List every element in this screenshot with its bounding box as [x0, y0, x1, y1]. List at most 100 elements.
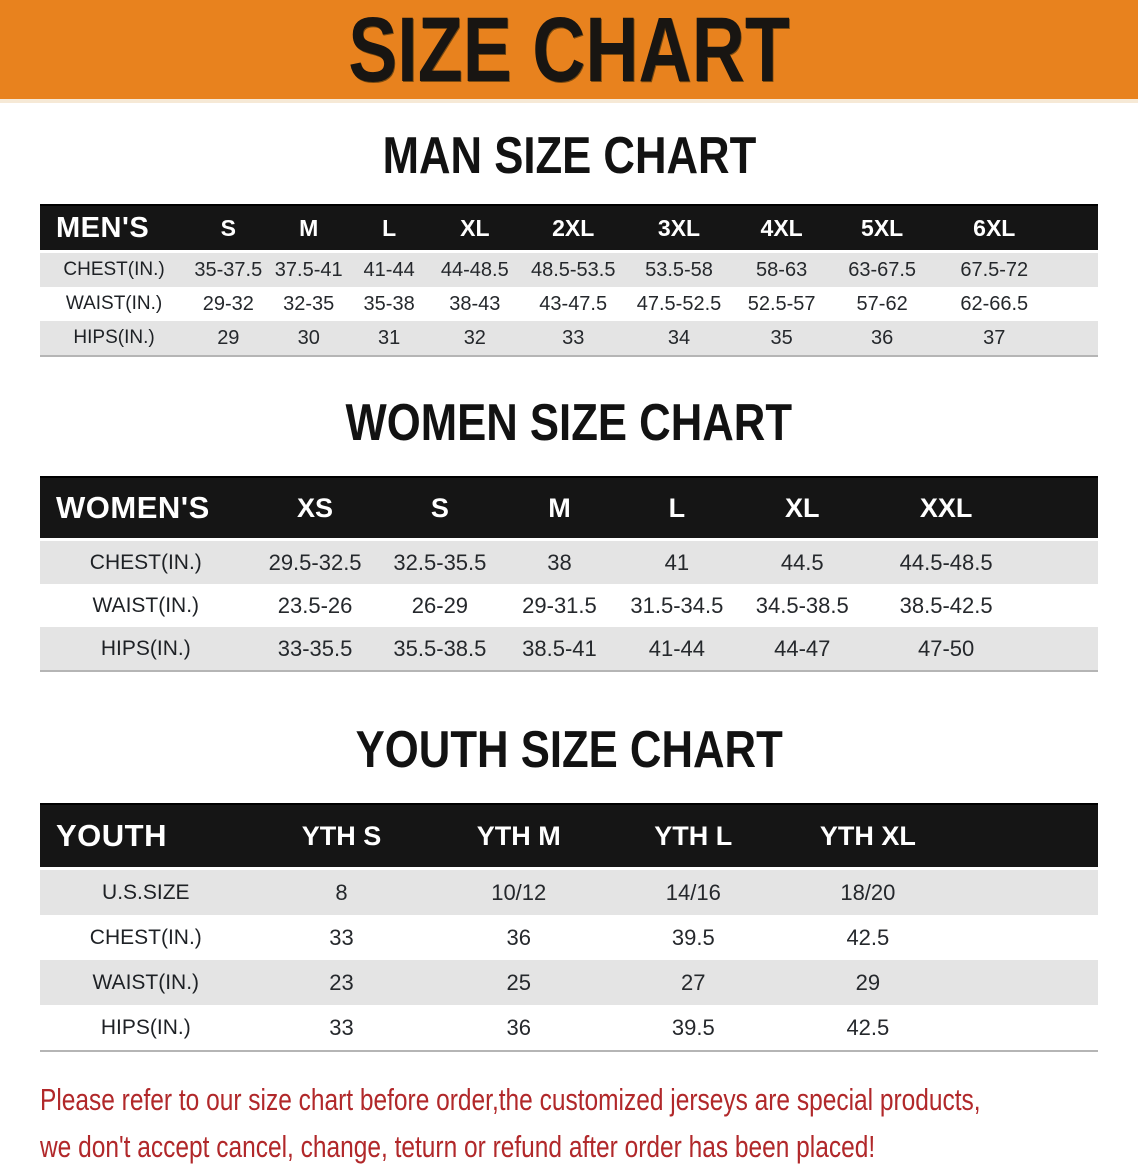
disclaimer: Please refer to our size chart before or… [40, 1076, 1138, 1170]
men-col-header-xl: XL [429, 204, 521, 253]
cell: 37 [932, 321, 1056, 356]
youth-size-table: YOUTH YTH S YTH M YTH L YTH XL U.S.SIZE … [40, 803, 1098, 1052]
cell: 35 [731, 321, 832, 356]
cell: 33-35.5 [251, 627, 379, 671]
cell: 29.5-32.5 [251, 539, 379, 584]
men-col-header-5xl: 5XL [831, 204, 933, 253]
cell: 27 [606, 960, 781, 1005]
row-label: HIPS(IN.) [40, 1005, 252, 1051]
women-col-header-s: S [378, 476, 502, 541]
cell: 41 [617, 539, 737, 584]
youth-col-header-l: YTH L [606, 803, 781, 870]
youth-header-row: YOUTH YTH S YTH M YTH L YTH XL [40, 803, 1098, 870]
cell: 36 [431, 915, 607, 960]
youth-col-header-s: YTH S [251, 803, 432, 870]
cell: 30 [268, 321, 349, 356]
cell: 29 [780, 960, 956, 1005]
cell: 42.5 [780, 1005, 956, 1051]
cell: 35-37.5 [188, 251, 269, 287]
cell: 39.5 [606, 1005, 781, 1051]
men-col-header-2xl: 2XL [520, 204, 627, 253]
cell: 38 [501, 539, 618, 584]
cell: 10/12 [431, 868, 607, 915]
men-col-header-l: L [348, 204, 430, 253]
cell: 41-44 [617, 627, 737, 671]
women-section-heading: WOMEN SIZE CHART [0, 357, 1138, 476]
cell: 44-48.5 [429, 251, 521, 287]
spacer-cell [955, 960, 1098, 1005]
women-col-header-xxl: XXL [868, 476, 1024, 541]
men-col-header-6xl: 6XL [932, 204, 1056, 253]
cell: 29-32 [188, 287, 269, 321]
cell: 42.5 [780, 915, 956, 960]
cell: 44.5 [736, 539, 869, 584]
cell: 44.5-48.5 [868, 539, 1024, 584]
women-chest-row: CHEST(IN.) 29.5-32.5 32.5-35.5 38 41 44.… [40, 539, 1098, 584]
women-corner-label: WOMEN'S [40, 476, 252, 541]
cell: 36 [831, 321, 933, 356]
youth-chest-row: CHEST(IN.) 33 36 39.5 42.5 [40, 915, 1098, 960]
men-hips-row: HIPS(IN.) 29 30 31 32 33 34 35 36 37 [40, 321, 1098, 356]
youth-col-header-m: YTH M [431, 803, 607, 870]
men-section: MAN SIZE CHART MEN'S S M L XL 2XL 3XL 4X… [0, 103, 1138, 357]
cell: 58-63 [731, 251, 832, 287]
cell: 23.5-26 [251, 584, 379, 627]
cell: 32 [429, 321, 521, 356]
women-col-header-l: L [617, 476, 737, 541]
cell: 38.5-42.5 [868, 584, 1024, 627]
cell: 47-50 [868, 627, 1024, 671]
row-label: WAIST(IN.) [40, 584, 252, 627]
cell: 43-47.5 [520, 287, 627, 321]
row-label: WAIST(IN.) [40, 960, 252, 1005]
women-waist-row: WAIST(IN.) 23.5-26 26-29 29-31.5 31.5-34… [40, 584, 1098, 627]
women-col-header-xs: XS [251, 476, 379, 541]
spacer-cell [1023, 476, 1098, 541]
men-corner-label: MEN'S [40, 204, 189, 253]
cell: 14/16 [606, 868, 781, 915]
cell: 52.5-57 [731, 287, 832, 321]
cell: 32-35 [268, 287, 349, 321]
spacer-cell [1055, 287, 1098, 321]
men-col-header-4xl: 4XL [731, 204, 832, 253]
youth-ussize-row: U.S.SIZE 8 10/12 14/16 18/20 [40, 868, 1098, 915]
cell: 31.5-34.5 [617, 584, 737, 627]
men-col-header-3xl: 3XL [626, 204, 732, 253]
cell: 8 [251, 868, 432, 915]
cell: 38.5-41 [501, 627, 618, 671]
cell: 57-62 [831, 287, 933, 321]
youth-hips-row: HIPS(IN.) 33 36 39.5 42.5 [40, 1005, 1098, 1051]
women-size-table: WOMEN'S XS S M L XL XXL CHEST(IN.) 29.5-… [40, 476, 1098, 672]
row-label: CHEST(IN.) [40, 251, 189, 287]
spacer-cell [955, 1005, 1098, 1051]
women-col-header-xl: XL [736, 476, 869, 541]
cell: 35.5-38.5 [378, 627, 502, 671]
row-label: HIPS(IN.) [40, 627, 252, 671]
cell: 36 [431, 1005, 607, 1051]
youth-waist-row: WAIST(IN.) 23 25 27 29 [40, 960, 1098, 1005]
men-chest-row: CHEST(IN.) 35-37.5 37.5-41 41-44 44-48.5… [40, 251, 1098, 287]
row-label: CHEST(IN.) [40, 539, 252, 584]
women-col-header-m: M [501, 476, 618, 541]
cell: 35-38 [348, 287, 430, 321]
cell: 37.5-41 [268, 251, 349, 287]
cell: 38-43 [429, 287, 521, 321]
men-header-row: MEN'S S M L XL 2XL 3XL 4XL 5XL 6XL [40, 204, 1098, 253]
youth-section-heading: YOUTH SIZE CHART [0, 672, 1138, 803]
women-section-heading-text: WOMEN SIZE CHART [345, 394, 793, 452]
cell: 26-29 [378, 584, 502, 627]
cell: 62-66.5 [932, 287, 1056, 321]
spacer-cell [1023, 539, 1098, 584]
cell: 33 [520, 321, 627, 356]
spacer-cell [1023, 627, 1098, 671]
men-col-header-s: S [188, 204, 269, 253]
cell: 63-67.5 [831, 251, 933, 287]
women-hips-row: HIPS(IN.) 33-35.5 35.5-38.5 38.5-41 41-4… [40, 627, 1098, 671]
cell: 25 [431, 960, 607, 1005]
cell: 29-31.5 [501, 584, 618, 627]
cell: 29 [188, 321, 269, 356]
men-size-table: MEN'S S M L XL 2XL 3XL 4XL 5XL 6XL CHEST… [40, 204, 1098, 357]
disclaimer-line1: Please refer to our size chart before or… [40, 1082, 981, 1117]
men-waist-row: WAIST(IN.) 29-32 32-35 35-38 38-43 43-47… [40, 287, 1098, 321]
youth-section: YOUTH SIZE CHART YOUTH YTH S YTH M YTH L… [0, 672, 1138, 1052]
youth-col-header-xl: YTH XL [780, 803, 956, 870]
